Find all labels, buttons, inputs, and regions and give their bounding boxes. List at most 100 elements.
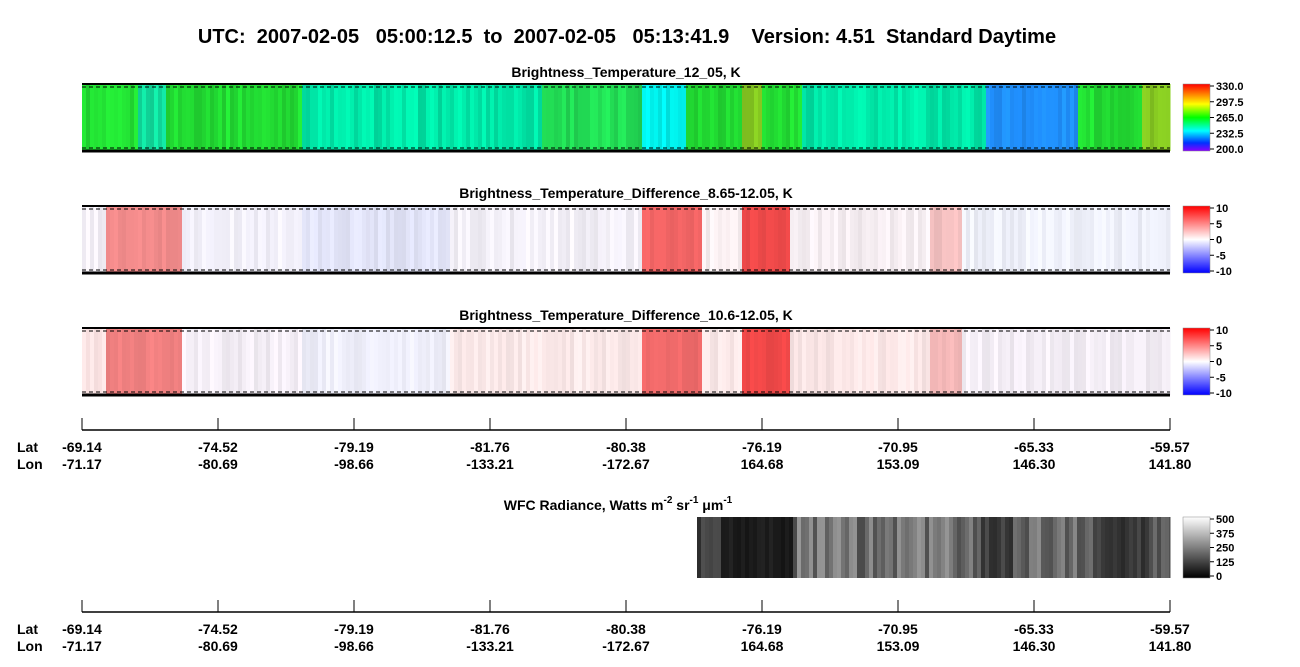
heatmap-stripe — [306, 328, 311, 395]
heatmap-stripe — [978, 328, 983, 395]
heatmap-stripe — [146, 84, 151, 151]
heatmap-stripe — [1154, 328, 1159, 395]
heatmap-stripe — [278, 328, 283, 395]
heatmap-stripe — [821, 517, 826, 578]
colorbar-tick-label: 330.0 — [1216, 81, 1244, 93]
heatmap-stripe — [886, 206, 891, 273]
heatmap-stripe — [574, 206, 579, 273]
heatmap-stripe — [386, 206, 391, 273]
heatmap-stripe — [570, 206, 575, 273]
heatmap-stripe — [430, 328, 435, 395]
heatmap-stripe — [534, 328, 539, 395]
heatmap-stripe — [726, 84, 731, 151]
heatmap-stripe — [514, 206, 519, 273]
heatmap-stripe — [134, 84, 139, 151]
heatmap-stripe — [442, 328, 447, 395]
heatmap-stripe — [962, 84, 967, 151]
heatmap-stripe — [854, 206, 859, 273]
heatmap-stripe — [390, 328, 395, 395]
heatmap-stripe — [1122, 328, 1127, 395]
heatmap-stripe — [206, 206, 211, 273]
heatmap-stripe — [1002, 206, 1007, 273]
heatmap-stripe — [954, 206, 959, 273]
heatmap-stripe — [962, 328, 967, 395]
heatmap-stripe — [278, 84, 283, 151]
heatmap-stripe — [866, 84, 871, 151]
heatmap-stripe — [386, 84, 391, 151]
heatmap-stripe — [506, 206, 511, 273]
heatmap-stripe — [238, 84, 243, 151]
heatmap-stripe — [1130, 206, 1135, 273]
heatmap-stripe — [118, 328, 123, 395]
heatmap-stripe — [1010, 206, 1015, 273]
heatmap-stripe — [778, 206, 783, 273]
heatmap-stripe — [478, 328, 483, 395]
title-part: -1 — [723, 495, 732, 506]
heatmap-stripe — [733, 517, 738, 578]
heatmap-stripe — [1074, 84, 1079, 151]
heatmap-stripe — [966, 84, 971, 151]
heatmap-stripe — [714, 328, 719, 395]
heatmap-stripe — [622, 84, 627, 151]
heatmap-stripe — [178, 84, 183, 151]
heatmap-stripe — [1086, 206, 1091, 273]
heatmap-stripe — [150, 84, 155, 151]
heatmap-stripe — [266, 84, 271, 151]
heatmap-stripe — [146, 328, 151, 395]
heatmap-stripe — [797, 517, 802, 578]
heatmap-stripe — [82, 206, 87, 273]
heatmap-stripe — [462, 328, 467, 395]
heatmap-stripe — [1013, 517, 1018, 578]
heatmap-stripe — [1010, 328, 1015, 395]
heatmap-stripe — [794, 206, 799, 273]
panel-title: Brightness_Temperature_Difference_10.6-1… — [459, 307, 793, 323]
colorbar-tick-label: 5 — [1216, 219, 1222, 231]
heatmap-stripe — [430, 84, 435, 151]
heatmap-stripe — [126, 84, 131, 151]
heatmap-stripe — [838, 328, 843, 395]
heatmap-stripe — [1006, 206, 1011, 273]
heatmap-stripe — [1050, 206, 1055, 273]
heatmap-stripe — [650, 84, 655, 151]
heatmap-stripe — [594, 206, 599, 273]
panel-title: WFC Radiance, Watts m-2 sr-1 μm-1 — [504, 495, 733, 513]
heatmap-stripe — [934, 206, 939, 273]
heatmap-stripe — [709, 517, 714, 578]
heatmap-stripe — [366, 84, 371, 151]
heatmap-stripe — [917, 517, 922, 578]
heatmap-stripe — [686, 206, 691, 273]
heatmap-stripe — [1078, 84, 1083, 151]
heatmap-stripe — [1029, 517, 1034, 578]
heatmap-stripe — [750, 328, 755, 395]
heatmap-stripe — [898, 328, 903, 395]
heatmap-stripe — [869, 517, 874, 578]
heatmap-stripe — [194, 84, 199, 151]
heatmap-stripe — [282, 328, 287, 395]
heatmap-stripe — [602, 206, 607, 273]
heatmap-stripe — [1149, 517, 1154, 578]
heatmap-stripe — [902, 84, 907, 151]
heatmap-stripe — [486, 328, 491, 395]
panel-title: Brightness_Temperature_12_05, K — [511, 64, 740, 80]
heatmap-stripe — [438, 84, 443, 151]
heatmap-stripe — [934, 84, 939, 151]
heatmap-stripe — [1126, 84, 1131, 151]
heatmap-stripe — [730, 206, 735, 273]
heatmap-stripe — [426, 84, 431, 151]
lon-label: -133.21 — [466, 638, 514, 654]
heatmap-stripe — [114, 328, 119, 395]
heatmap-stripe — [822, 206, 827, 273]
heatmap-stripe — [1009, 517, 1014, 578]
heatmap-stripe — [814, 84, 819, 151]
heatmap-stripe — [418, 206, 423, 273]
heatmap-stripe — [858, 328, 863, 395]
heatmap-stripe — [1165, 517, 1170, 578]
heatmap-stripe — [881, 517, 886, 578]
heatmap-stripe — [462, 84, 467, 151]
heatmap-stripe — [1138, 328, 1143, 395]
heatmap-stripe — [306, 84, 311, 151]
heatmap-stripe — [1081, 517, 1086, 578]
heatmap-stripe — [1018, 328, 1023, 395]
heatmap-stripe — [390, 206, 395, 273]
heatmap-stripe — [990, 328, 995, 395]
